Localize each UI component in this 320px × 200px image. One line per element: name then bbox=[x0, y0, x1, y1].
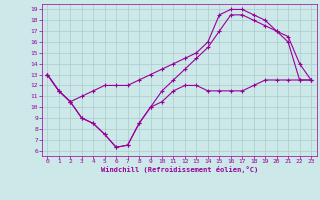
X-axis label: Windchill (Refroidissement éolien,°C): Windchill (Refroidissement éolien,°C) bbox=[100, 166, 258, 173]
